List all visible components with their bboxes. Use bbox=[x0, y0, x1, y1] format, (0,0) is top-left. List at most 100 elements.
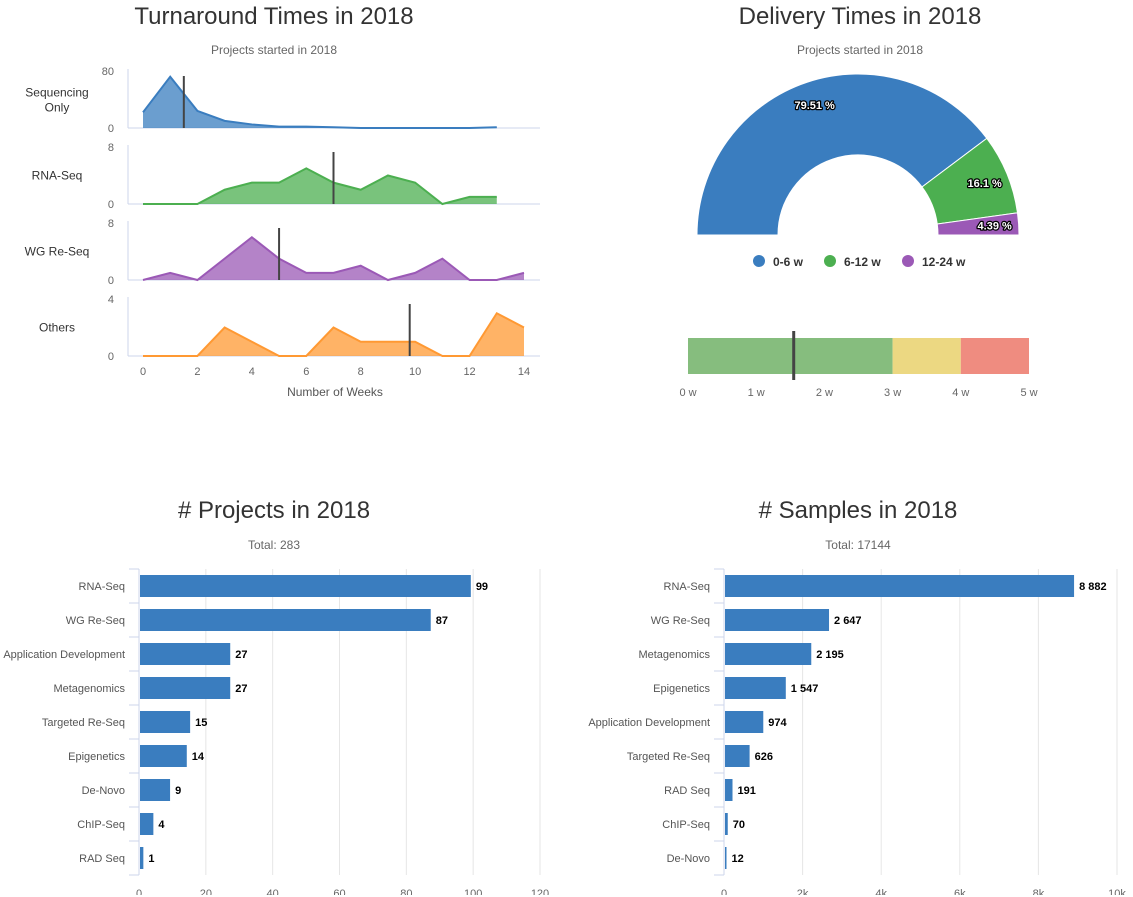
legend-label-6-12-w: 6-12 w bbox=[844, 255, 881, 269]
area-rna-seq bbox=[143, 168, 497, 204]
data-label-wg-re-seq: 87 bbox=[436, 615, 448, 627]
x-tick-label: 100 bbox=[464, 888, 482, 895]
gauge-tick-label: 5 w bbox=[1020, 387, 1037, 399]
bar-targeted-re-seq bbox=[725, 745, 750, 767]
category-label-epigenetics: Epigenetics bbox=[68, 751, 125, 763]
bar-chip-seq bbox=[725, 813, 728, 835]
projects-chart: 0 20 40 60 80 100 120 RNA-Seq 99 WG Re-Seq 87 Appli… bbox=[3, 568, 549, 895]
samples-subtitle: Total: 17144 bbox=[825, 538, 891, 552]
category-label-de-novo: De-Novo bbox=[82, 785, 125, 797]
series-label-line: Sequencing bbox=[25, 86, 88, 100]
pie-slice-12-24-w bbox=[936, 212, 1020, 236]
y-tick-label-others: 4 bbox=[108, 294, 114, 306]
line-rna-seq bbox=[143, 167, 497, 206]
gauge-band bbox=[892, 338, 961, 374]
category-label-metagenomics: Metagenomics bbox=[638, 649, 710, 661]
bar-epigenetics bbox=[725, 677, 786, 699]
category-label-application-development: Application Development bbox=[588, 717, 710, 729]
bar-application-development bbox=[140, 643, 231, 665]
category-label-chip-seq: ChIP-Seq bbox=[662, 819, 710, 831]
category-label-rna-seq: RNA-Seq bbox=[664, 581, 710, 593]
category-label-chip-seq: ChIP-Seq bbox=[77, 819, 125, 831]
legend-marker-0-6-w bbox=[753, 255, 765, 267]
y-tick-label-wg-re-seq: 8 bbox=[108, 218, 114, 230]
x-tick-label: 20 bbox=[200, 888, 212, 895]
delivery-subtitle: Projects started in 2018 bbox=[796, 43, 924, 57]
data-label-chip-seq: 4 bbox=[158, 819, 165, 831]
data-label-metagenomics: 27 bbox=[235, 683, 247, 695]
bar-metagenomics bbox=[140, 677, 231, 699]
y-tick-label-rna-seq: 8 bbox=[108, 142, 114, 154]
data-label-targeted-re-seq: 626 bbox=[755, 751, 773, 763]
data-label-de-novo: 12 bbox=[732, 853, 744, 865]
samples-chart: 0 2k 4k 6k 8k 10k RNA-Seq 8 882 WG Re-Seq 2 647 Me… bbox=[588, 568, 1126, 895]
x-tick-label: 4 bbox=[249, 366, 255, 378]
series-label-rna-seq: RNA-Seq bbox=[32, 169, 83, 183]
x-tick-label: 8k bbox=[1033, 888, 1045, 895]
x-tick-label: 60 bbox=[333, 888, 345, 895]
line-sequencing-only bbox=[142, 75, 497, 129]
samples-title: # Samples in 2018 bbox=[758, 497, 958, 524]
series-label-wg-re-seq: WG Re-Seq bbox=[25, 245, 90, 259]
bar-targeted-re-seq bbox=[140, 711, 191, 733]
gauge-band bbox=[960, 338, 1029, 374]
bar-wg-re-seq bbox=[725, 609, 830, 631]
bar-de-novo bbox=[725, 847, 727, 869]
category-label-rad-seq: RAD Seq bbox=[79, 853, 125, 865]
x-tick-label: 8 bbox=[358, 366, 364, 378]
pie-label-6-12-w: 16.1 % bbox=[968, 178, 1002, 190]
x-tick-label: 0 bbox=[721, 888, 727, 895]
x-tick-label: 10k bbox=[1108, 888, 1126, 895]
turnaround-title: Turnaround Times in 2018 bbox=[134, 3, 414, 30]
data-label-targeted-re-seq: 15 bbox=[195, 717, 207, 729]
x-tick-label: 2k bbox=[797, 888, 809, 895]
category-label-application-development: Application Development bbox=[3, 649, 125, 661]
data-label-rad-seq: 1 bbox=[148, 853, 154, 865]
line-others bbox=[143, 311, 525, 357]
x-axis-title: Number of Weeks bbox=[287, 385, 383, 399]
data-label-rna-seq: 99 bbox=[476, 581, 488, 593]
category-label-wg-re-seq: WG Re-Seq bbox=[651, 615, 710, 627]
category-label-metagenomics: Metagenomics bbox=[53, 683, 125, 695]
series-label-sequencing-only: Sequencing Only bbox=[25, 86, 88, 115]
data-label-epigenetics: 1 547 bbox=[791, 683, 819, 695]
bar-rna-seq bbox=[140, 575, 471, 597]
x-tick-label: 0 bbox=[136, 888, 142, 895]
x-tick-label: 80 bbox=[400, 888, 412, 895]
x-tick-label: 120 bbox=[531, 888, 549, 895]
category-label-rna-seq: RNA-Seq bbox=[79, 581, 125, 593]
category-label-rad-seq: RAD Seq bbox=[664, 785, 710, 797]
legend-marker-6-12-w bbox=[824, 255, 836, 267]
bar-application-development bbox=[725, 711, 764, 733]
series-label-line: Only bbox=[45, 101, 70, 115]
bar-epigenetics bbox=[140, 745, 187, 767]
data-label-application-development: 27 bbox=[235, 649, 247, 661]
pie-slice-0-6-w bbox=[696, 73, 988, 236]
y-tick-label-wg-re-seq: 0 bbox=[108, 275, 114, 287]
data-label-wg-re-seq: 2 647 bbox=[834, 615, 862, 627]
x-tick-label: 6 bbox=[303, 366, 309, 378]
bar-metagenomics bbox=[725, 643, 812, 665]
gauge-tick-label: 0 w bbox=[679, 387, 696, 399]
data-label-rna-seq: 8 882 bbox=[1079, 581, 1107, 593]
bar-de-novo bbox=[140, 779, 171, 801]
projects-subtitle: Total: 283 bbox=[247, 538, 301, 552]
category-label-de-novo: De-Novo bbox=[667, 853, 710, 865]
x-tick-label: 6k bbox=[954, 888, 966, 895]
line-wg-re-seq bbox=[142, 235, 525, 282]
delivery-title: Delivery Times in 2018 bbox=[738, 3, 982, 30]
data-label-chip-seq: 70 bbox=[733, 819, 745, 831]
y-tick-label-sequencing-only: 80 bbox=[102, 66, 114, 78]
x-tick-label: 40 bbox=[267, 888, 279, 895]
y-tick-label-rna-seq: 0 bbox=[108, 199, 114, 211]
gauge-band bbox=[688, 338, 893, 374]
bar-rad-seq bbox=[725, 779, 733, 801]
data-label-metagenomics: 2 195 bbox=[816, 649, 844, 661]
pie-label-12-24-w: 4.39 % bbox=[978, 221, 1012, 233]
category-label-targeted-re-seq: Targeted Re-Seq bbox=[627, 751, 710, 763]
bar-rad-seq bbox=[140, 847, 144, 869]
area-others bbox=[143, 313, 524, 356]
legend-label-0-6-w: 0-6 w bbox=[773, 255, 804, 269]
turnaround-subtitle: Projects started in 2018 bbox=[210, 43, 338, 57]
